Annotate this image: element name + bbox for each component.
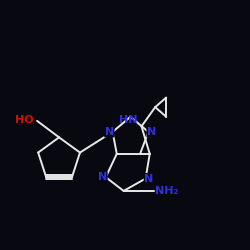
Text: N: N: [105, 127, 114, 137]
Text: HN: HN: [119, 115, 137, 125]
Text: NH₂: NH₂: [155, 186, 178, 196]
Text: HO: HO: [15, 114, 34, 124]
Text: N: N: [144, 174, 154, 184]
Text: N: N: [147, 127, 156, 137]
Text: N: N: [98, 172, 107, 182]
